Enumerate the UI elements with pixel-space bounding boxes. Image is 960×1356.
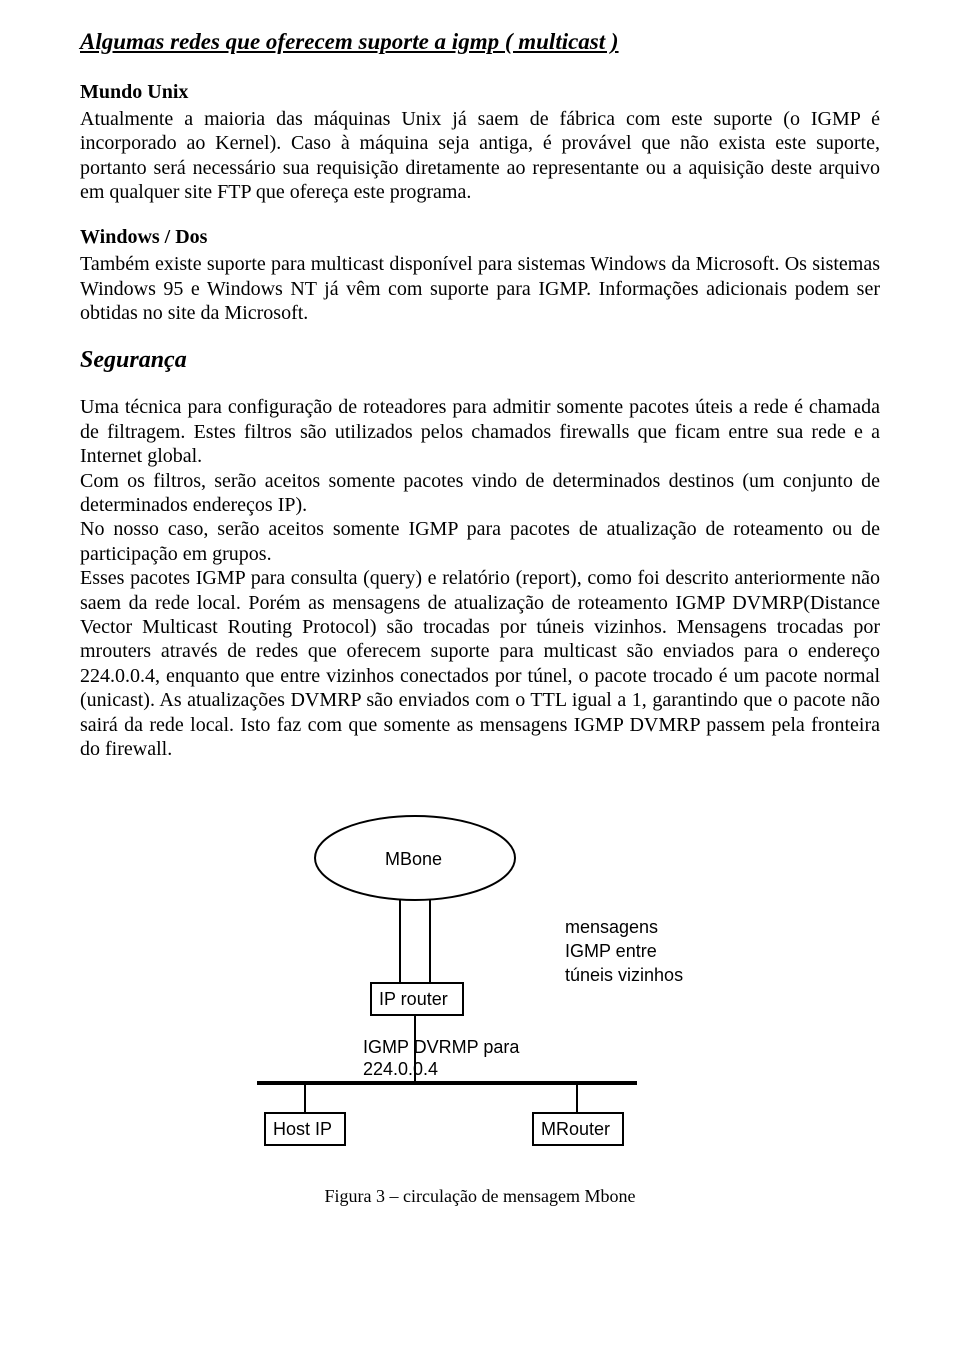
page: Algumas redes que oferecem suporte a igm…: [0, 0, 960, 1231]
svg-text:224.0.0.4: 224.0.0.4: [363, 1059, 438, 1079]
svg-text:IGMP entre: IGMP entre: [565, 941, 657, 961]
svg-text:IGMP DVRMP para: IGMP DVRMP para: [363, 1037, 520, 1057]
para-security-1: Uma técnica para configuração de roteado…: [80, 395, 880, 468]
para-security-3: No nosso caso, serão aceitos somente IGM…: [80, 517, 880, 566]
heading-unix: Mundo Unix: [80, 79, 880, 105]
para-unix: Atualmente a maioria das máquinas Unix j…: [80, 107, 880, 205]
page-title: Algumas redes que oferecem suporte a igm…: [80, 28, 880, 57]
para-windows: Também existe suporte para multicast dis…: [80, 252, 880, 325]
figure-wrap: MBone IP router Host IP MRouter mensagens IGM…: [80, 803, 880, 1207]
svg-text:MRouter: MRouter: [541, 1119, 610, 1139]
figure: MBone IP router Host IP MRouter mensagens IGM…: [245, 803, 715, 1168]
svg-text:Host IP: Host IP: [273, 1119, 332, 1139]
svg-text:MBone: MBone: [385, 849, 442, 869]
network-diagram: MBone IP router Host IP MRouter mensagens IGM…: [245, 803, 715, 1163]
section-unix: Mundo Unix Atualmente a maioria das máqu…: [80, 79, 880, 205]
heading-windows: Windows / Dos: [80, 224, 880, 250]
svg-text:mensagens: mensagens: [565, 917, 658, 937]
para-security-2: Com os filtros, serão aceitos somente pa…: [80, 469, 880, 518]
svg-text:túneis vizinhos: túneis vizinhos: [565, 965, 683, 985]
svg-text:IP router: IP router: [379, 989, 448, 1009]
figure-caption: Figura 3 – circulação de mensagem Mbone: [325, 1186, 636, 1207]
section-windows: Windows / Dos Também existe suporte para…: [80, 224, 880, 325]
para-security-4: Esses pacotes IGMP para consulta (query)…: [80, 566, 880, 761]
heading-security: Segurança: [80, 345, 880, 375]
